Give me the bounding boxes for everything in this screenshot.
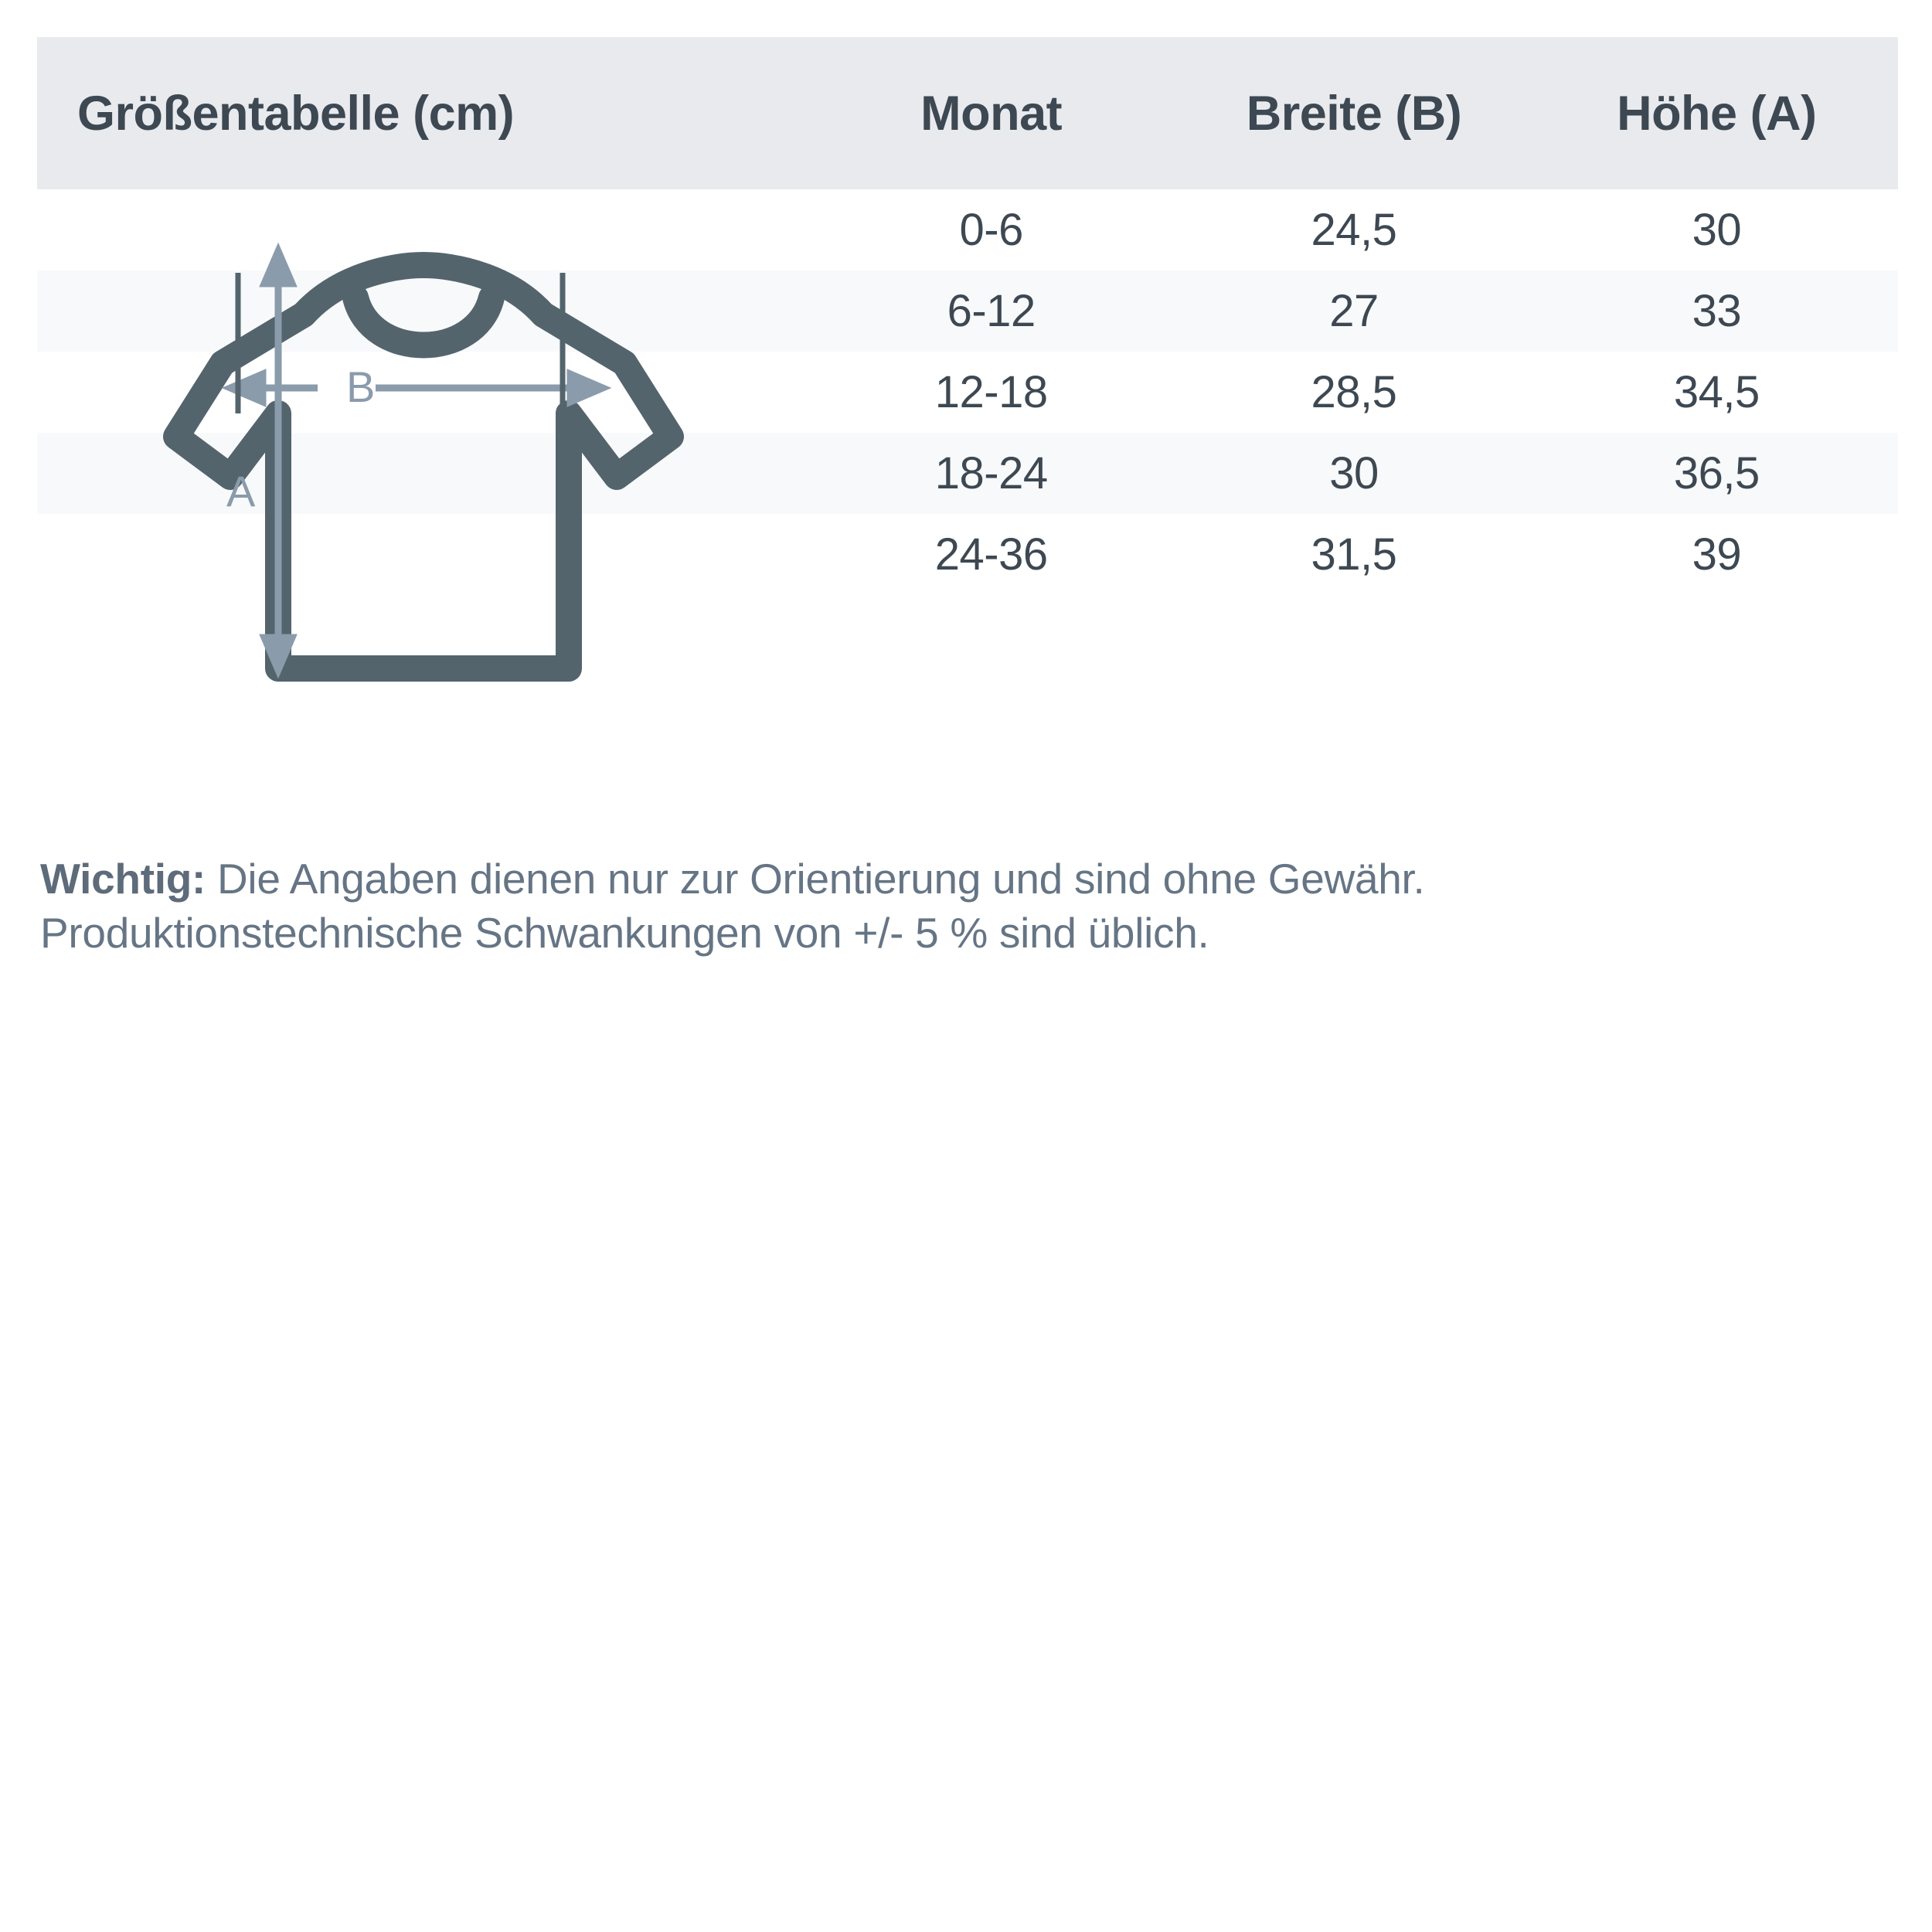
column-header-hoehe: Höhe (A) <box>1617 86 1817 141</box>
cell-monat: 24-36 <box>934 529 1048 580</box>
page-title: Größentabelle (cm) <box>77 86 515 141</box>
cell-hoehe: 34,5 <box>1673 367 1760 417</box>
size-chart: Größentabelle (cm) Monat Breite (B) Höhe… <box>37 37 1898 682</box>
table-row: 12-18 28,5 34,5 <box>37 352 1898 433</box>
cell-breite: 27 <box>1329 286 1379 336</box>
table-row: 6-12 27 33 <box>37 270 1898 352</box>
cell-monat: 0-6 <box>959 205 1024 255</box>
cell-breite: 24,5 <box>1311 205 1397 255</box>
cell-hoehe: 30 <box>1692 205 1742 255</box>
disclaimer-text: Die Angaben dienen nur zur Orientierung … <box>40 855 1425 957</box>
cell-breite: 30 <box>1329 448 1379 498</box>
cell-hoehe: 39 <box>1692 529 1742 580</box>
column-header-monat: Monat <box>920 86 1063 141</box>
column-header-breite: Breite (B) <box>1246 86 1462 141</box>
cell-breite: 31,5 <box>1311 529 1397 580</box>
cell-hoehe: 36,5 <box>1673 448 1760 498</box>
cell-breite: 28,5 <box>1311 367 1397 417</box>
table-row: 24-36 31,5 39 <box>37 514 1898 595</box>
disclaimer-note: Wichtig: Die Angaben dienen nur zur Orie… <box>40 852 1856 961</box>
cell-hoehe: 33 <box>1692 286 1742 336</box>
cell-monat: 6-12 <box>947 286 1036 336</box>
table-body: 0-6 24,5 30 6-12 27 33 12-18 28,5 34,5 1… <box>37 189 1898 682</box>
disclaimer-lead: Wichtig: <box>40 855 206 903</box>
cell-monat: 18-24 <box>934 448 1048 498</box>
table-row: 18-24 30 36,5 <box>37 433 1898 514</box>
table-header-row: Größentabelle (cm) Monat Breite (B) Höhe… <box>37 37 1898 189</box>
table-row: 0-6 24,5 30 <box>37 189 1898 270</box>
cell-monat: 12-18 <box>934 367 1048 417</box>
